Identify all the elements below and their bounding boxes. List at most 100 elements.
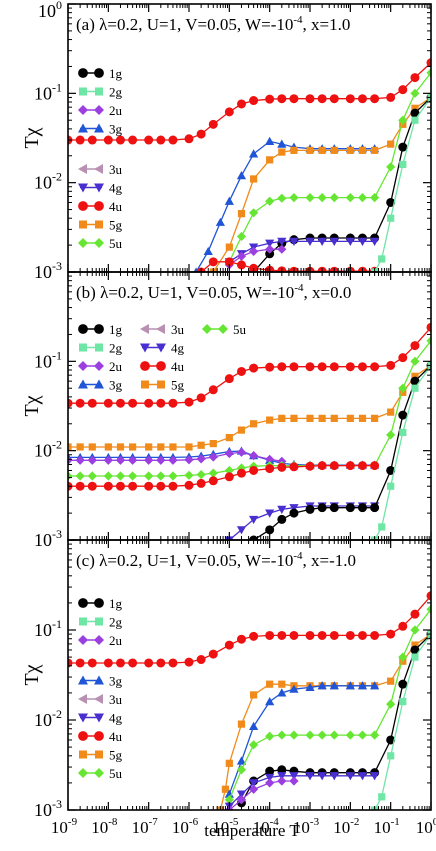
point-1g-8 bbox=[357, 503, 367, 513]
legend-label-2g: 2g bbox=[109, 85, 123, 100]
point-3g-7 bbox=[277, 139, 287, 148]
legend-marker-4g bbox=[94, 713, 104, 723]
point-3g-9 bbox=[345, 681, 355, 690]
point-4u-21 bbox=[345, 630, 355, 640]
point-4u-24 bbox=[386, 629, 396, 639]
point-5u-1 bbox=[236, 765, 247, 775]
point-5g-9 bbox=[185, 443, 193, 451]
point-4g-6 bbox=[305, 237, 315, 247]
point-4u-low-9 bbox=[184, 480, 194, 490]
point-4g-3 bbox=[265, 239, 275, 248]
x-tick-label: 10-7 bbox=[132, 816, 159, 837]
point-5u-25 bbox=[398, 383, 408, 393]
point-5g-12 bbox=[371, 146, 379, 154]
point-4g-11 bbox=[370, 237, 380, 247]
panel-title: (c) λ=0.2, U=1, V=0.05, W=-10-4, x=-1.0 bbox=[76, 550, 356, 570]
point-3g-10 bbox=[357, 681, 368, 690]
point-5g-8 bbox=[169, 443, 177, 451]
point-4u-25 bbox=[398, 353, 408, 363]
point-3g-3 bbox=[224, 196, 234, 205]
plot-area bbox=[68, 58, 431, 272]
point-3g-7 bbox=[317, 681, 327, 690]
point-1g-2 bbox=[277, 514, 287, 524]
legend-marker-1g bbox=[94, 598, 104, 608]
point-5u-7 bbox=[317, 193, 327, 203]
point-4u-3 bbox=[103, 135, 113, 145]
point-4u-4 bbox=[115, 135, 125, 145]
point-4u-20 bbox=[329, 94, 339, 104]
point-5g-9 bbox=[330, 146, 338, 154]
legend-marker-2g bbox=[79, 87, 87, 96]
point-1g-3 bbox=[289, 508, 299, 518]
legend-marker-4u bbox=[140, 361, 150, 371]
point-2u-2 bbox=[87, 455, 97, 465]
series-line-4u bbox=[68, 62, 431, 141]
y-tick-label: 10-3 bbox=[34, 797, 62, 820]
y-axis-label: Tχ bbox=[21, 664, 43, 685]
point-4u-3 bbox=[103, 658, 113, 668]
point-5g-22 bbox=[358, 414, 367, 422]
legend-marker-5u bbox=[78, 238, 88, 248]
point-4u-25 bbox=[398, 621, 408, 631]
point-5g-3 bbox=[250, 175, 258, 183]
point-2g-1 bbox=[378, 255, 386, 263]
legend-marker-1g bbox=[78, 324, 88, 334]
point-2u-1 bbox=[75, 455, 85, 465]
point-4u-low-8 bbox=[168, 481, 178, 491]
point-4g-4 bbox=[277, 237, 287, 247]
legend-marker-3u bbox=[94, 694, 103, 704]
x-tick-label: 10-1 bbox=[374, 816, 400, 837]
legend-marker-3g bbox=[78, 123, 88, 133]
point-5g-24 bbox=[387, 408, 395, 416]
legend-marker-2u bbox=[94, 105, 104, 115]
point-4u-16 bbox=[277, 630, 287, 640]
legend-label-5u: 5u bbox=[109, 236, 123, 251]
point-4u-22 bbox=[357, 362, 367, 372]
point-4u-9 bbox=[184, 134, 194, 144]
legend-marker-2u bbox=[94, 635, 104, 645]
legend-marker-2u bbox=[94, 361, 104, 371]
point-2g-2 bbox=[387, 482, 395, 490]
point-4u-0 bbox=[68, 398, 73, 408]
legend-marker-5g bbox=[95, 220, 103, 229]
plot-area bbox=[68, 591, 431, 810]
legend-label-5g: 5g bbox=[171, 378, 185, 393]
point-5u-0 bbox=[68, 471, 73, 481]
point-5g-4 bbox=[266, 156, 274, 164]
legend-label-1g: 1g bbox=[109, 596, 123, 611]
y-tick-label: 10-1 bbox=[34, 80, 62, 103]
legend-label-3u: 3u bbox=[109, 162, 123, 177]
legend-marker-2g bbox=[79, 343, 87, 352]
point-3g-11 bbox=[370, 681, 380, 690]
point-2g-2 bbox=[387, 214, 395, 222]
point-4u-low-6 bbox=[144, 481, 154, 491]
point-4g-2 bbox=[249, 515, 259, 525]
legend-label-3g: 3g bbox=[109, 122, 123, 137]
point-4g-9 bbox=[345, 237, 355, 247]
legend-label-2u: 2u bbox=[109, 359, 123, 374]
point-4g-1 bbox=[236, 790, 247, 799]
y-tick-label: 10-2 bbox=[34, 438, 62, 461]
legend-marker-5u bbox=[94, 238, 104, 248]
point-4u-2 bbox=[87, 135, 97, 145]
point-4u-18 bbox=[305, 362, 315, 372]
point-4u-10 bbox=[196, 655, 206, 665]
chart-panel-c: 10-3 10-2 10-1 Tχ (c) λ=0.2, U=1, V=0.05, W=… bbox=[21, 539, 432, 820]
point-5u-13 bbox=[398, 652, 408, 662]
point-5g-16 bbox=[278, 414, 286, 422]
point-4u-5 bbox=[128, 135, 138, 145]
point-3g-5 bbox=[289, 684, 299, 693]
point-4u-13 bbox=[236, 99, 246, 109]
x-tick-label: 10-8 bbox=[91, 816, 118, 837]
point-4u-4 bbox=[115, 658, 125, 668]
series-line-3g bbox=[68, 450, 375, 466]
point-2u-6 bbox=[144, 455, 154, 465]
x-axis-label: temperature T bbox=[204, 821, 300, 840]
legend-marker-4g bbox=[78, 183, 88, 193]
point-4u-7 bbox=[156, 658, 166, 668]
point-4u-low-13 bbox=[236, 468, 246, 478]
point-2u-4 bbox=[277, 244, 287, 254]
point-5g-4 bbox=[116, 443, 125, 451]
series-line-3g bbox=[195, 140, 375, 272]
